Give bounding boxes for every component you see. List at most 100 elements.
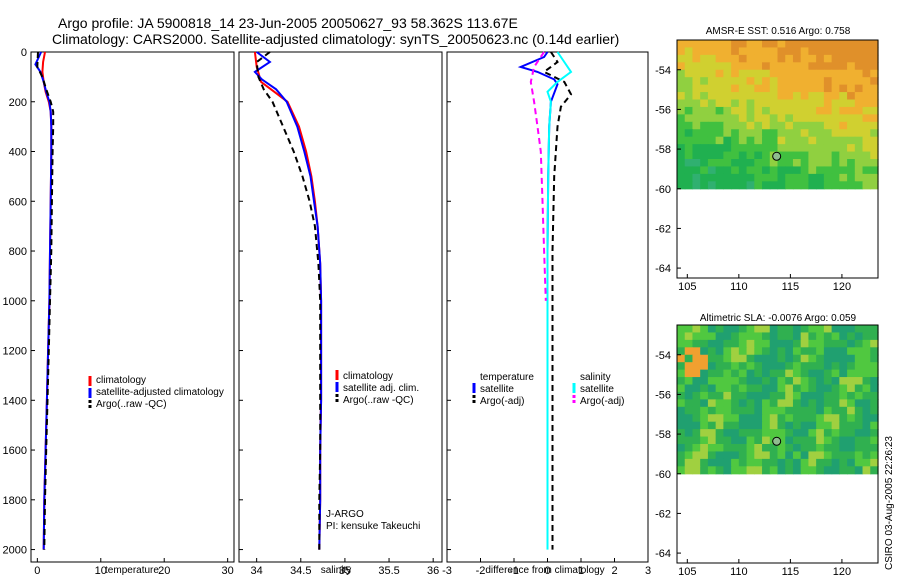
heatmap-cell — [777, 40, 786, 49]
heatmap-cell — [839, 421, 848, 430]
heatmap-cell — [738, 436, 748, 445]
heatmap-cell — [707, 159, 717, 168]
heatmap-cell — [854, 144, 864, 153]
heatmap-cell — [762, 77, 771, 86]
heatmap-cell — [800, 384, 810, 393]
heatmap-cell — [777, 151, 786, 160]
heatmap-cell — [762, 99, 771, 108]
heatmap-cell — [692, 436, 701, 445]
heatmap-cell — [839, 47, 848, 56]
heatmap-cell — [792, 354, 802, 363]
heatmap-cell — [723, 106, 732, 115]
heatmap-cell — [831, 325, 840, 334]
heatmap-cell — [769, 92, 779, 101]
heatmap-cell — [823, 458, 833, 467]
heatmap-cell — [754, 40, 763, 49]
heatmap-cell — [754, 54, 763, 63]
heatmap-cell — [839, 181, 848, 190]
heatmap-cell — [754, 362, 763, 371]
heatmap-cell — [677, 429, 686, 438]
heatmap-cell — [816, 466, 825, 475]
heatmap-cell — [808, 399, 817, 408]
difference-legend: temperature satellite Argo(-adj) salinit… — [472, 372, 624, 407]
heatmap-cell — [677, 384, 686, 393]
heatmap-cell — [762, 121, 771, 130]
heatmap-cell — [870, 421, 879, 430]
heatmap-cell — [677, 421, 686, 430]
heatmap-cell — [839, 369, 848, 378]
heatmap-cell — [823, 384, 833, 393]
heatmap-cell — [738, 159, 748, 168]
heatmap-cell — [854, 181, 864, 190]
heatmap-cell — [738, 414, 748, 423]
heatmap-cell — [715, 129, 724, 138]
heatmap-cell — [816, 54, 825, 63]
heatmap-cell — [715, 332, 724, 341]
heatmap-cell — [854, 84, 864, 93]
heatmap-cell — [792, 84, 802, 93]
heatmap-cell — [792, 159, 802, 168]
lat-tick-label: -62 — [655, 508, 671, 520]
heatmap-cell — [816, 391, 825, 400]
heatmap-cell — [723, 339, 732, 348]
heatmap-cell — [777, 436, 786, 445]
heatmap-cell — [816, 106, 825, 115]
heatmap-cell — [777, 332, 786, 341]
heatmap-cell — [777, 347, 786, 356]
heatmap-cell — [746, 77, 755, 86]
heatmap-cell — [870, 362, 879, 371]
heatmap-cell — [723, 406, 732, 415]
heatmap-cell — [854, 121, 864, 130]
heatmap-cell — [831, 136, 840, 145]
heatmap-cell — [754, 354, 763, 363]
heatmap-cell — [854, 166, 864, 175]
heatmap-cell — [738, 347, 748, 356]
heatmap-cell — [707, 377, 717, 386]
heatmap-cell — [738, 121, 748, 130]
heatmap-cell — [684, 377, 694, 386]
heatmap-cell — [870, 406, 879, 415]
heatmap-cell — [823, 77, 833, 86]
heatmap-cell — [746, 181, 755, 190]
heatmap-cell — [831, 384, 840, 393]
heatmap-cell — [700, 466, 709, 475]
heatmap-cell — [847, 106, 856, 115]
heatmap-cell — [839, 99, 848, 108]
heatmap-cell — [723, 159, 732, 168]
figure-title-line-1: Argo profile: JA 5900818_14 23-Jun-2005 … — [58, 15, 518, 31]
heatmap-cell — [677, 391, 686, 400]
heatmap-cell — [862, 384, 871, 393]
heatmap-cell — [723, 151, 732, 160]
heatmap-cell — [738, 377, 748, 386]
heatmap-cell — [692, 414, 701, 423]
heatmap-cell — [684, 399, 694, 408]
heatmap-cell — [785, 129, 794, 138]
heatmap-cell — [847, 92, 856, 101]
heatmap-cell — [862, 436, 871, 445]
heatmap-cell — [715, 421, 724, 430]
heatmap-cell — [731, 391, 740, 400]
heatmap-cell — [700, 69, 709, 78]
heatmap-cell — [700, 99, 709, 108]
heatmap-cell — [823, 436, 833, 445]
heatmap-cell — [700, 369, 709, 378]
heatmap-cell — [715, 144, 724, 153]
heatmap-cell — [847, 121, 856, 130]
heatmap-cell — [870, 325, 879, 334]
heatmap-cell — [792, 436, 802, 445]
heatmap-cell — [808, 40, 817, 49]
heatmap-cell — [823, 114, 833, 123]
heatmap-cell — [723, 444, 732, 453]
heatmap-cell — [831, 114, 840, 123]
heatmap-cell — [839, 144, 848, 153]
heatmap-cell — [854, 399, 864, 408]
heatmap-cell — [746, 466, 755, 475]
heatmap-cell — [800, 77, 810, 86]
series-line-argo-raw-qc — [36, 51, 55, 550]
heatmap-cell — [715, 69, 724, 78]
heatmap-cell — [808, 114, 817, 123]
legend-label-sal-argo: Argo(-adj) — [580, 396, 624, 407]
heatmap-cell — [870, 69, 879, 78]
annotation-j-argo: J-ARGO — [326, 509, 364, 520]
series-line-salinity-argo-adj — [529, 51, 547, 301]
